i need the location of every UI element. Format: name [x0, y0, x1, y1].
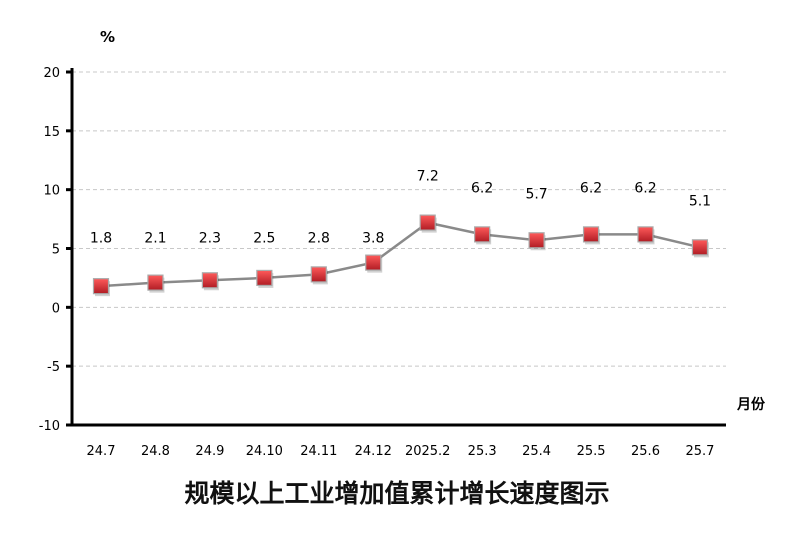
y-tick-label: 20	[43, 66, 60, 81]
data-point	[528, 232, 545, 249]
x-tick-label: 24.10	[246, 444, 283, 459]
x-tick-label: 24.12	[355, 444, 392, 459]
data-point	[637, 226, 654, 243]
data-label: 6.2	[471, 180, 493, 196]
data-point	[474, 226, 491, 243]
data-label: 1.8	[90, 231, 112, 247]
data-point	[147, 274, 164, 291]
x-tick-label: 24.9	[195, 444, 224, 459]
data-point	[691, 239, 709, 256]
x-tick-label: 25.4	[522, 444, 551, 459]
data-point	[310, 266, 327, 283]
y-tick-label: 10	[43, 184, 60, 199]
data-label: 5.7	[525, 186, 547, 202]
series-line	[100, 221, 701, 288]
x-tick-label: 2025.2	[405, 444, 451, 459]
x-tick-label: 24.7	[87, 444, 116, 459]
data-label: 2.8	[308, 231, 330, 247]
y-axis-label: %	[100, 28, 115, 46]
y-tick-label: -10	[39, 419, 60, 434]
x-tick-label: 24.8	[141, 444, 170, 459]
data-point	[256, 269, 273, 287]
x-tick-label: 25.3	[468, 444, 497, 459]
data-point	[582, 226, 600, 243]
data-label: 2.1	[144, 231, 166, 247]
data-label: 5.1	[689, 193, 711, 209]
data-point	[419, 214, 436, 231]
y-tick-label: 5	[52, 243, 60, 258]
y-tick-label: 15	[43, 125, 60, 140]
data-label: 3.8	[362, 231, 384, 247]
data-label: 6.2	[580, 180, 602, 196]
x-tick-label: 25.6	[631, 444, 660, 459]
x-axis-label: 月份	[736, 396, 766, 413]
y-tick-label: 0	[52, 301, 60, 316]
data-label: 6.2	[634, 180, 656, 196]
x-tick-label: 25.5	[577, 444, 606, 459]
data-label: 7.2	[417, 169, 439, 185]
x-tick-label: 24.11	[300, 444, 337, 459]
y-tick-label: -5	[47, 360, 60, 375]
chart-title: 规模以上工业增加值累计增长速度图示	[184, 479, 610, 508]
x-tick-label: 25.7	[685, 444, 714, 459]
data-point	[201, 272, 218, 289]
data-point	[92, 278, 110, 295]
data-point	[365, 254, 382, 271]
data-label: 2.3	[199, 231, 221, 247]
data-label: 2.5	[253, 231, 275, 247]
